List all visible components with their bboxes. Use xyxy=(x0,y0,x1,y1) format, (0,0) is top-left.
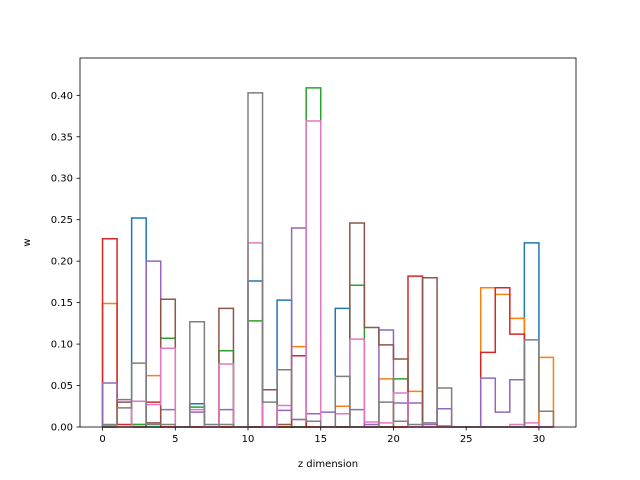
y-tick-label: 0.35 xyxy=(51,132,73,143)
x-tick-label: 15 xyxy=(314,434,327,445)
x-axis-ticks: 0 5 10 15 20 25 30 xyxy=(99,427,545,445)
x-tick-label: 0 xyxy=(99,434,105,445)
x-tick-label: 5 xyxy=(172,434,178,445)
y-tick-label: 0.20 xyxy=(51,257,73,268)
y-tick-label: 0.25 xyxy=(51,215,73,226)
x-tick-label: 25 xyxy=(460,434,473,445)
y-tick-label: 0.40 xyxy=(51,91,73,102)
x-tick-label: 20 xyxy=(387,434,400,445)
y-tick-label: 0.15 xyxy=(51,298,73,309)
x-tick-label: 30 xyxy=(533,434,546,445)
y-tick-label: 0.05 xyxy=(51,381,73,392)
x-tick-label: 10 xyxy=(242,434,255,445)
axes-frame xyxy=(79,57,577,428)
y-tick-label: 0.30 xyxy=(51,174,73,185)
y-axis-ticks: 0.00 0.05 0.10 0.15 0.20 0.25 0.30 0.35 0.40 xyxy=(51,91,80,434)
y-tick-label: 0.10 xyxy=(51,340,73,351)
y-tick-label: 0.00 xyxy=(51,423,73,434)
x-axis-label: z dimension xyxy=(298,459,358,470)
y-axis-label: w xyxy=(22,238,33,246)
